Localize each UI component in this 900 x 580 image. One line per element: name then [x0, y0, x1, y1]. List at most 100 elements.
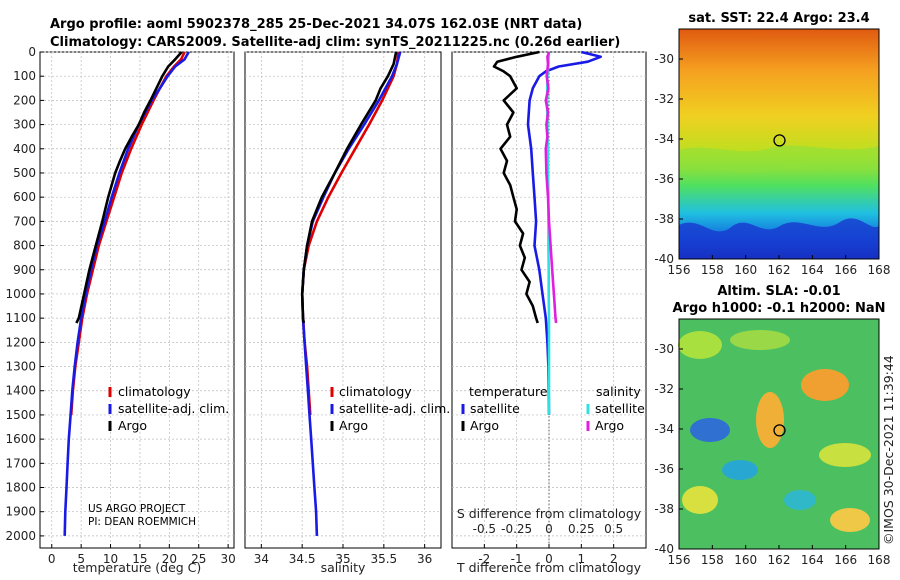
temperature-series [63, 51, 190, 536]
series-line-temperature-argo [492, 50, 540, 324]
salinity-diff-axis: -0.5 -0.25 0 0.25 0.5 [473, 522, 624, 536]
y-tick-label: 2000 [5, 529, 36, 543]
y-tick-label: 1500 [5, 408, 36, 422]
lat-tick-label: -32 [654, 92, 674, 106]
project-note: US ARGO PROJECT [88, 503, 186, 515]
depth-axis: 0 100 200 300 400 500 600 700 800 900 1000 1100 1200… [5, 45, 44, 543]
lat-tick-label: -38 [654, 212, 674, 226]
x2-tick-label: 0.25 [568, 522, 595, 536]
lon-tick-label: 158 [701, 553, 724, 567]
sla-blob [682, 486, 718, 514]
sst-front [679, 145, 879, 173]
lon-tick-label: 168 [868, 553, 891, 567]
y-tick-label: 1800 [5, 481, 36, 495]
sla-blob [730, 330, 790, 350]
x2-tick-label: 0 [545, 522, 553, 536]
y-tick-label: 1100 [5, 311, 36, 325]
x2-tick-label: -0.5 [473, 522, 496, 536]
difference-legend: temperature salinity satellite Argo sate… [461, 384, 645, 433]
sla-blob [690, 418, 730, 442]
y-tick-label: 200 [13, 93, 36, 107]
difference-grid [452, 51, 646, 548]
y-tick-label: 1400 [5, 384, 36, 398]
temperature-legend: climatology satellite-adj. clim. Argo [108, 384, 229, 433]
legend-s-satellite: satellite [595, 401, 645, 416]
x-tick-label: 34.5 [289, 552, 316, 566]
y-tick-label: 800 [13, 239, 36, 253]
y-tick-label: 1700 [5, 456, 36, 470]
temperature-grid [40, 51, 234, 548]
legend-t-satellite: satellite [470, 401, 520, 416]
x-tick-label: 1 [578, 552, 586, 566]
salinity-x-label: salinity [321, 560, 366, 575]
y-tick-label: 600 [13, 190, 36, 204]
x-tick-label: 15 [132, 552, 147, 566]
x-tick-label: 20 [162, 552, 177, 566]
sla-blob [722, 460, 758, 480]
sla-map-title: Altim. SLA: -0.01 [717, 284, 840, 299]
y-tick-label: 0 [28, 45, 36, 59]
y-tick-label: 1300 [5, 360, 36, 374]
temperature-panel: 0100200300400500600700800900100011001200… [5, 45, 235, 575]
lat-tick-label: -34 [654, 422, 674, 436]
temperature-x-label: temperature (deg C) [73, 560, 202, 575]
x-tick-label: 0 [545, 552, 553, 566]
lat-tick-label: -34 [654, 132, 674, 146]
x-tick-label: 5 [77, 552, 85, 566]
sst-lon-axis: 156 158 160 162 164 166 168 [668, 255, 890, 277]
salinity-panel: 34 34.5 35 35.5 36 salinity climatology sate… [244, 51, 450, 575]
temperature-x-axis: 0 5 10 15 20 25 30 [48, 544, 236, 566]
figure-title-line1: Argo profile: aoml 5902378_285 25-Dec-20… [50, 17, 582, 32]
lat-tick-label: -40 [654, 542, 674, 556]
sst-map-title: sat. SST: 22.4 Argo: 23.4 [688, 11, 869, 26]
sla-map-panel: Altim. SLA: -0.01 Argo h1000: -0.1 h2000… [654, 284, 890, 567]
y-tick-label: 400 [13, 142, 36, 156]
y-tick-label: 1200 [5, 335, 36, 349]
figure-title-line2: Climatology: CARS2009. Satellite-adj cli… [50, 35, 620, 50]
difference-panel: -2 -1 0 1 2 -0.5 -0.25 0 0.25 0.5 T difference f… [451, 50, 647, 575]
lon-tick-label: 164 [801, 263, 824, 277]
x-tick-label: 36 [417, 552, 432, 566]
lon-tick-label: 162 [768, 553, 791, 567]
difference-series [492, 50, 603, 415]
lon-tick-label: 162 [768, 263, 791, 277]
series-line-argo [75, 51, 183, 324]
salinity-grid [245, 51, 441, 548]
float-position-marker [773, 134, 786, 147]
sla-blob [756, 392, 784, 448]
lat-tick-label: -30 [654, 52, 674, 66]
legend-argo: Argo [339, 418, 368, 433]
series-line-satellite-adj-clim- [63, 51, 190, 536]
y-tick-label: 900 [13, 263, 36, 277]
x-tick-label: 0 [48, 552, 56, 566]
lat-tick-label: -32 [654, 382, 674, 396]
sla-blob [801, 369, 849, 401]
x-tick-label: 34 [254, 552, 269, 566]
y-tick-label: 100 [13, 69, 36, 83]
difference-x-axis: -2 -1 0 1 2 [478, 544, 617, 566]
x2-tick-label: -0.25 [501, 522, 532, 536]
legend-argo: Argo [118, 418, 147, 433]
watermark: ©IMOS 30-Dec-2021 11:39:44 [881, 355, 896, 545]
sst-map-panel: sat. SST: 22.4 Argo: 23.4 156 158 160 162 16… [654, 11, 890, 277]
lat-tick-label: -30 [654, 342, 674, 356]
lon-tick-label: 156 [668, 263, 691, 277]
pi-note: PI: DEAN ROEMMICH [88, 516, 196, 528]
sst-lat-axis: -30 -32 -34 -36 -38 -40 [654, 52, 683, 266]
lon-tick-label: 156 [668, 553, 691, 567]
legend-salinity-title: salinity [596, 384, 641, 399]
y-tick-label: 700 [13, 214, 36, 228]
lon-tick-label: 164 [801, 553, 824, 567]
series-line-climatology [69, 51, 186, 415]
x-tick-label: 25 [191, 552, 206, 566]
t-diff-label: T difference from climatology [456, 560, 642, 575]
x-tick-label: 2 [610, 552, 618, 566]
series-line-salinity-argo [544, 51, 558, 324]
sla-blob [830, 508, 870, 532]
salinity-legend: climatology satellite-adj. clim. Argo [330, 384, 450, 433]
legend-satellite: satellite-adj. clim. [339, 401, 450, 416]
legend-satellite: satellite-adj. clim. [118, 401, 229, 416]
lon-tick-label: 166 [834, 553, 857, 567]
x-tick-label: -2 [478, 552, 490, 566]
